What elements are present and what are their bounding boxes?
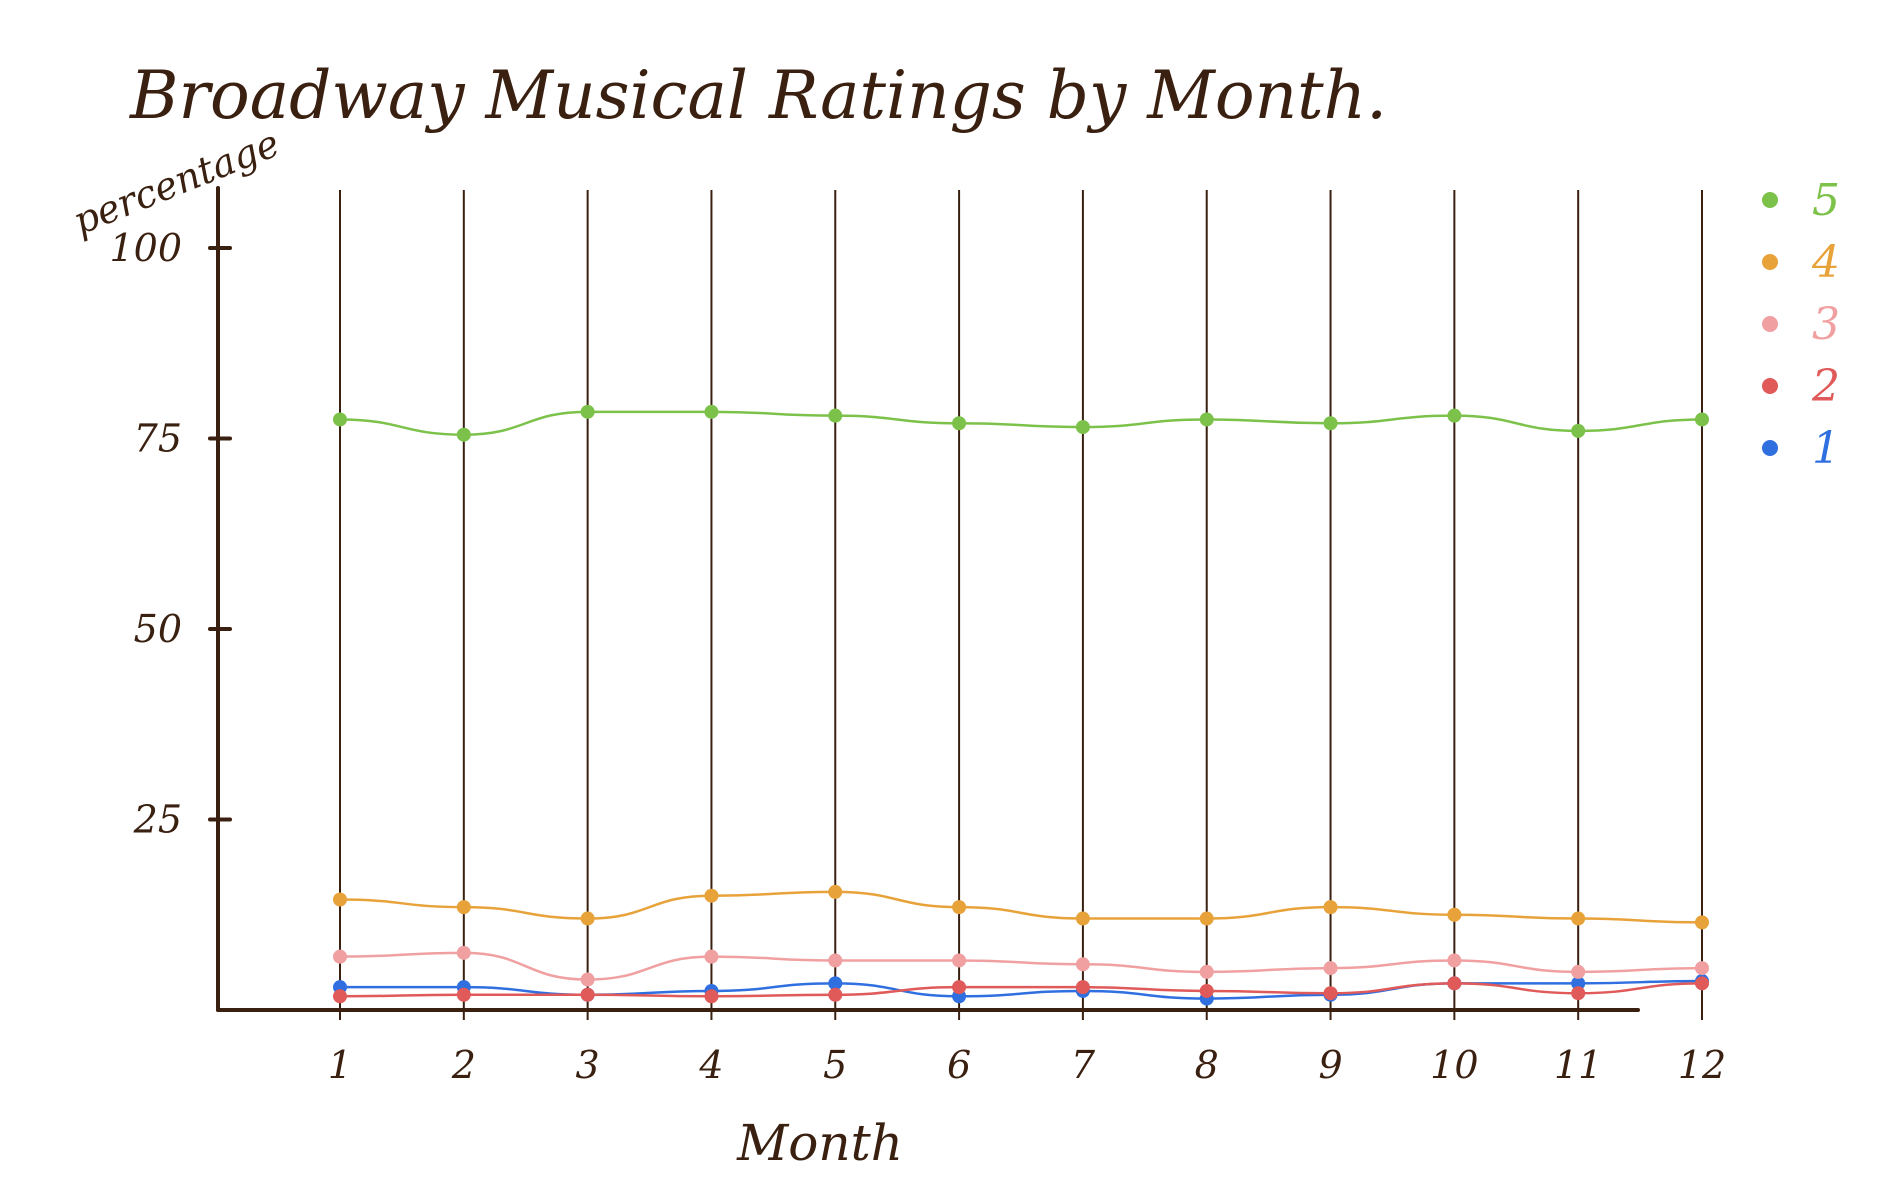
- series-4-point-12: [1695, 915, 1709, 930]
- series-5-point-4: [704, 404, 719, 419]
- series-4-point-6: [952, 900, 967, 915]
- series-3-point-9: [1323, 961, 1338, 976]
- legend-marker-2: [1762, 378, 1778, 394]
- legend-label-2: 2: [1811, 361, 1840, 412]
- series-5-point-10: [1447, 408, 1462, 423]
- x-tick-label-2: 2: [451, 1043, 476, 1087]
- series-3-point-4: [704, 949, 719, 964]
- x-tick-label-10: 10: [1430, 1043, 1478, 1087]
- x-axis-label: Month: [736, 1114, 903, 1172]
- series-2-point-8: [1199, 983, 1214, 998]
- legend-marker-3: [1762, 316, 1778, 332]
- x-tick-label-11: 11: [1554, 1043, 1602, 1087]
- series-2-point-4: [704, 989, 719, 1004]
- legend-label-4: 4: [1811, 237, 1840, 288]
- axes: [216, 186, 1640, 1012]
- series-4-point-4: [704, 888, 719, 903]
- series-4-point-8: [1199, 911, 1214, 926]
- y-ticks: 25 50 75 100: [109, 226, 232, 842]
- x-tick-label-7: 7: [1071, 1043, 1096, 1087]
- series-5-point-8: [1199, 412, 1214, 427]
- series-3-point-11: [1571, 964, 1586, 979]
- y-tick-label-50: 50: [134, 607, 182, 651]
- y-tick-label-100: 100: [109, 226, 182, 270]
- series-3-point-10: [1447, 953, 1462, 968]
- series-2-point-2: [456, 987, 471, 1002]
- series-5-point-6: [952, 416, 967, 431]
- series-2: [333, 976, 1709, 1004]
- series-2-point-5: [828, 987, 843, 1002]
- y-axis-label: percentage: [67, 121, 286, 243]
- series-5-point-9: [1323, 416, 1338, 431]
- series-2-point-7: [1075, 980, 1090, 995]
- series-2-point-9: [1323, 986, 1338, 1001]
- series-4-point-10: [1447, 907, 1462, 922]
- series-1: [333, 974, 1709, 1006]
- series-4-point-2: [456, 900, 471, 915]
- series-3: [333, 945, 1709, 987]
- series-2-point-3: [580, 987, 595, 1002]
- series-3-point-5: [828, 953, 843, 968]
- series-2-point-6: [952, 980, 967, 995]
- series-4-point-9: [1323, 900, 1338, 915]
- legend-marker-5: [1762, 192, 1778, 208]
- y-tick-label-75: 75: [134, 417, 182, 461]
- x-tick-label-6: 6: [947, 1043, 971, 1087]
- series-2-point-10: [1447, 976, 1462, 991]
- legend-label-1: 1: [1812, 423, 1840, 474]
- legend-label-5: 5: [1812, 175, 1840, 226]
- x-tick-label-8: 8: [1195, 1043, 1219, 1087]
- x-tick-label-9: 9: [1318, 1043, 1342, 1087]
- series-4-point-1: [333, 892, 347, 907]
- chart-title: Broadway Musical Ratings by Month.: [129, 57, 1387, 134]
- series-4-point-3: [580, 911, 595, 926]
- legend-marker-4: [1762, 254, 1778, 270]
- series-5-point-3: [580, 404, 595, 419]
- legend: 5 4 3 2 1: [1762, 175, 1840, 474]
- series-4-line: [339, 890, 1703, 924]
- vertical-gridlines: [339, 190, 1703, 1020]
- series-1-point-5: [828, 976, 843, 991]
- series-2-point-12: [1695, 976, 1709, 991]
- series-3-point-7: [1075, 957, 1090, 972]
- x-tick-label-12: 12: [1678, 1043, 1726, 1087]
- series-group: [333, 404, 1709, 1006]
- series-3-line: [339, 951, 1703, 981]
- series-5: [333, 404, 1709, 442]
- series-3-point-1: [333, 949, 347, 964]
- series-3-point-6: [952, 953, 967, 968]
- series-4-point-11: [1571, 911, 1586, 926]
- series-5-line: [339, 410, 1703, 436]
- series-5-point-1: [333, 412, 347, 427]
- series-5-point-5: [828, 408, 843, 423]
- series-2-point-1: [333, 989, 347, 1004]
- series-3-point-8: [1199, 964, 1214, 979]
- y-tick-label-25: 25: [133, 798, 182, 842]
- x-tick-label-4: 4: [698, 1043, 723, 1087]
- series-5-point-7: [1075, 420, 1090, 435]
- series-4-point-7: [1075, 911, 1090, 926]
- series-5-point-12: [1695, 412, 1709, 427]
- series-4: [333, 884, 1709, 930]
- x-tick-label-3: 3: [576, 1043, 600, 1087]
- series-3-point-2: [456, 945, 471, 960]
- x-tick-label-1: 1: [328, 1043, 352, 1087]
- series-5-point-2: [456, 427, 471, 442]
- series-4-point-5: [828, 884, 843, 899]
- series-1-point-11: [1571, 976, 1586, 991]
- series-2-line: [339, 982, 1703, 998]
- series-3-point-12: [1695, 961, 1709, 976]
- series-5-point-11: [1571, 423, 1586, 438]
- x-ticks: 1 2 3 4 5 6 7 8 9 10 11 12: [328, 1043, 1726, 1087]
- series-3-point-3: [580, 972, 595, 987]
- x-tick-label-5: 5: [823, 1043, 847, 1087]
- legend-label-3: 3: [1812, 299, 1840, 350]
- legend-marker-1: [1762, 440, 1778, 456]
- series-2-point-11: [1571, 986, 1586, 1001]
